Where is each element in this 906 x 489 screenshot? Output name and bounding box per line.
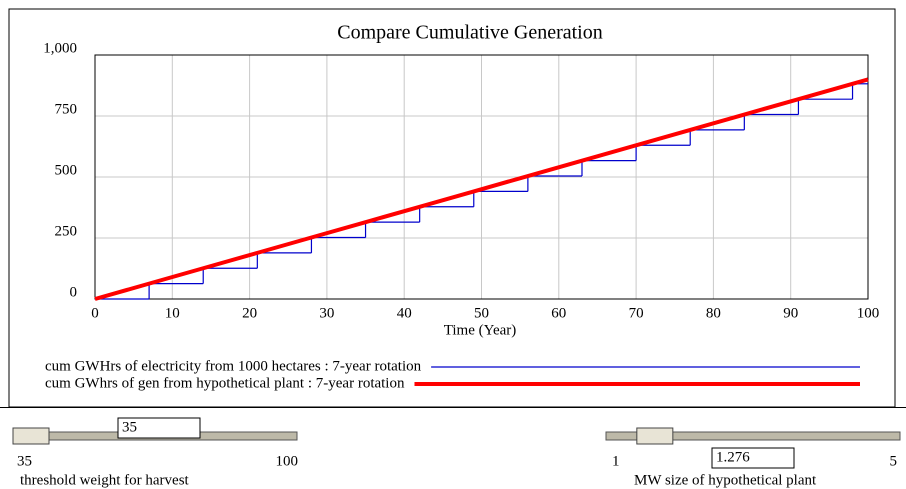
slider-knob[interactable] (12, 427, 50, 445)
slider-label: MW size of hypothetical plant (634, 472, 817, 488)
x-tick-label: 50 (474, 305, 489, 321)
x-tick-label: 40 (397, 305, 412, 321)
series-line (94, 77, 869, 301)
y-tick-label: 250 (55, 223, 78, 239)
slider-track (605, 431, 901, 441)
y-tick-label: 750 (55, 101, 78, 117)
value-box[interactable] (711, 447, 795, 469)
slider-min: 35 (17, 453, 32, 469)
slider-label: threshold weight for harvest (20, 472, 190, 488)
x-tick-label: 0 (91, 305, 99, 321)
chart-frame (8, 8, 896, 408)
y-tick-label: 500 (55, 162, 78, 178)
legend-label: cum GWhrs of gen from hypothetical plant… (45, 375, 405, 391)
x-tick-label: 100 (857, 305, 880, 321)
plot-frame (94, 54, 869, 300)
x-tick-label: 30 (319, 305, 334, 321)
value-box[interactable] (117, 417, 201, 439)
y-tick-label: 0 (70, 284, 78, 300)
slider-max: 100 (276, 453, 299, 469)
slider-knob[interactable] (636, 427, 674, 445)
x-tick-label: 60 (551, 305, 566, 321)
x-axis-label: Time (Year) (444, 322, 517, 338)
slider-value[interactable]: 35 (122, 419, 137, 435)
slider-min: 1 (612, 453, 620, 469)
y-tick-label: 1,000 (43, 40, 77, 56)
x-tick-label: 90 (783, 305, 798, 321)
chart-title: Compare Cumulative Generation (337, 22, 602, 44)
x-tick-label: 70 (629, 305, 644, 321)
x-tick-label: 80 (706, 305, 721, 321)
slider-max: 5 (890, 453, 898, 469)
legend-label: cum GWHrs of electricity from 1000 hecta… (45, 358, 422, 374)
x-tick-label: 20 (242, 305, 257, 321)
x-tick-label: 10 (165, 305, 180, 321)
slider-value[interactable]: 1.276 (716, 449, 750, 465)
